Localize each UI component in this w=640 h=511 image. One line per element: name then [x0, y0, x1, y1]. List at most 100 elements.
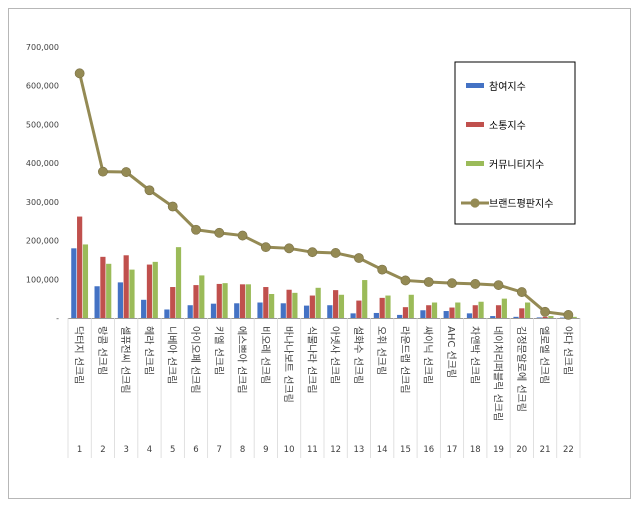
bar-0-0 — [71, 248, 76, 318]
bar-2-13 — [385, 296, 390, 318]
bar-1-20 — [542, 317, 547, 318]
bar-1-0 — [77, 217, 82, 318]
bar-0-18 — [490, 316, 495, 318]
category-label-14: 라운드랩 선크림 — [398, 326, 410, 394]
line-point-1 — [98, 167, 107, 176]
rank-label-8: 9 — [263, 445, 268, 455]
line-point-10 — [308, 248, 317, 257]
legend-swatch-2 — [466, 161, 484, 166]
rank-label-11: 12 — [330, 445, 341, 455]
bar-1-16 — [449, 308, 454, 318]
category-label-13: 오휘 선크림 — [375, 326, 387, 375]
bar-1-12 — [356, 301, 361, 318]
bar-0-8 — [257, 303, 262, 318]
bar-2-18 — [502, 299, 507, 318]
bar-1-17 — [473, 305, 478, 318]
rank-label-1: 2 — [100, 445, 105, 455]
y-tick-label: 200,000 — [26, 237, 59, 246]
rank-label-3: 4 — [147, 445, 152, 455]
bar-1-4 — [170, 287, 175, 318]
bar-2-3 — [153, 262, 158, 318]
rank-label-20: 21 — [540, 445, 551, 455]
legend-label-0: 참여지수 — [489, 81, 526, 93]
line-point-8 — [261, 243, 270, 252]
line-point-19 — [517, 287, 526, 296]
bar-2-5 — [199, 275, 204, 318]
line-point-11 — [331, 248, 340, 257]
bar-2-17 — [478, 302, 483, 318]
line-point-13 — [378, 265, 387, 274]
category-label-3: 헤라 선크림 — [142, 326, 154, 375]
bar-0-17 — [467, 313, 472, 318]
category-label-9: 바나나보트 선크림 — [282, 326, 294, 403]
category-label-20: 엘로엘 선크림 — [538, 326, 551, 384]
legend-swatch-marker-3 — [470, 198, 479, 207]
line-point-7 — [238, 231, 247, 240]
rank-label-2: 3 — [123, 445, 128, 455]
rank-label-13: 14 — [377, 445, 388, 455]
category-label-7: 에스쁘아 선크림 — [236, 326, 248, 394]
bar-1-2 — [124, 255, 129, 318]
y-tick-label: 400,000 — [26, 159, 59, 168]
rank-label-12: 13 — [353, 445, 364, 455]
bar-0-20 — [537, 317, 542, 318]
category-label-17: 차앤박 선크림 — [468, 326, 480, 384]
y-tick-label: 100,000 — [26, 275, 59, 284]
bar-1-9 — [286, 290, 291, 318]
rank-label-5: 6 — [193, 445, 198, 455]
category-label-11: 아넷사 선크림 — [329, 326, 341, 384]
bar-2-0 — [83, 244, 88, 318]
category-label-12: 설화수 선크림 — [352, 326, 364, 384]
category-label-19: 김정문알로에 선크림 — [515, 326, 527, 412]
line-point-2 — [122, 167, 131, 176]
bar-0-14 — [397, 315, 402, 318]
bar-0-9 — [281, 303, 286, 318]
bar-2-1 — [106, 264, 111, 318]
line-point-4 — [168, 202, 177, 211]
rank-label-17: 18 — [470, 445, 481, 455]
rank-label-21: 22 — [563, 445, 574, 455]
line-point-14 — [401, 276, 410, 285]
line-point-16 — [447, 279, 456, 288]
line-point-20 — [540, 307, 549, 316]
bar-0-1 — [95, 286, 100, 318]
bar-0-6 — [211, 304, 216, 318]
bar-2-14 — [409, 295, 414, 318]
rank-label-9: 10 — [284, 445, 295, 455]
bar-1-6 — [217, 284, 222, 318]
y-tick-label: - — [56, 314, 59, 323]
bar-0-12 — [351, 313, 356, 318]
bar-0-7 — [234, 303, 239, 318]
bar-0-15 — [420, 310, 425, 318]
bar-2-11 — [339, 295, 344, 318]
legend-label-2: 커뮤니티지수 — [489, 159, 544, 171]
y-tick-label: 300,000 — [26, 198, 59, 207]
bar-2-9 — [292, 293, 297, 318]
rank-label-18: 19 — [493, 445, 504, 455]
bar-2-7 — [246, 284, 251, 318]
bar-1-18 — [496, 305, 501, 318]
bar-1-13 — [380, 298, 385, 318]
y-tick-label: 600,000 — [26, 82, 59, 91]
bar-0-3 — [141, 300, 146, 318]
line-point-18 — [494, 280, 503, 289]
bar-2-6 — [222, 283, 227, 318]
bar-0-13 — [374, 313, 379, 318]
bar-0-4 — [164, 309, 169, 318]
bar-1-5 — [193, 285, 198, 318]
line-point-0 — [75, 69, 84, 78]
legend-label-1: 소통지수 — [489, 120, 526, 132]
category-label-10: 식물나라 선크림 — [305, 326, 317, 394]
bar-1-7 — [240, 284, 245, 318]
bar-2-16 — [455, 303, 460, 318]
bar-1-14 — [403, 307, 408, 318]
line-point-21 — [564, 310, 573, 319]
bar-1-3 — [147, 265, 152, 318]
legend-swatch-1 — [466, 122, 484, 127]
rank-label-10: 11 — [307, 445, 318, 455]
bar-0-11 — [327, 305, 332, 318]
bar-2-8 — [269, 294, 274, 318]
rank-label-6: 7 — [217, 445, 222, 455]
bar-1-8 — [263, 287, 268, 318]
